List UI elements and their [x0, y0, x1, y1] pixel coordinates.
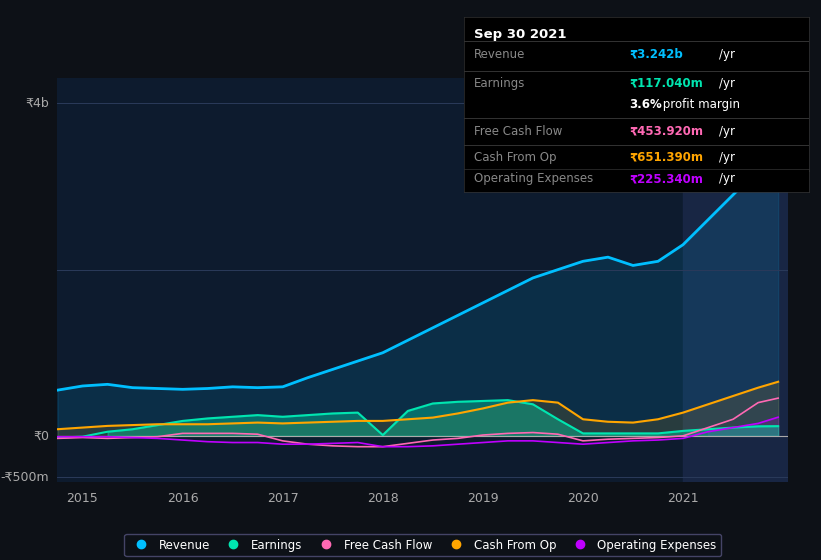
- Text: /yr: /yr: [719, 172, 735, 185]
- Text: ₹0: ₹0: [33, 430, 49, 442]
- Text: Operating Expenses: Operating Expenses: [475, 172, 594, 185]
- Text: /yr: /yr: [719, 48, 735, 60]
- Text: ₹651.390m: ₹651.390m: [630, 151, 704, 164]
- Text: ₹3.242b: ₹3.242b: [630, 48, 683, 60]
- Text: Sep 30 2021: Sep 30 2021: [475, 27, 566, 40]
- Text: ₹117.040m: ₹117.040m: [630, 77, 703, 90]
- Text: /yr: /yr: [719, 151, 735, 164]
- Text: Revenue: Revenue: [475, 48, 525, 60]
- Text: 3.6%: 3.6%: [630, 99, 662, 111]
- Legend: Revenue, Earnings, Free Cash Flow, Cash From Op, Operating Expenses: Revenue, Earnings, Free Cash Flow, Cash …: [124, 534, 722, 556]
- Text: ₹225.340m: ₹225.340m: [630, 172, 704, 185]
- Text: ₹4b: ₹4b: [25, 97, 49, 110]
- Text: /yr: /yr: [719, 77, 735, 90]
- Text: -₹500m: -₹500m: [1, 471, 49, 484]
- Text: Cash From Op: Cash From Op: [475, 151, 557, 164]
- Text: ₹453.920m: ₹453.920m: [630, 125, 704, 138]
- Bar: [683, 78, 788, 482]
- Text: Earnings: Earnings: [475, 77, 525, 90]
- Text: Free Cash Flow: Free Cash Flow: [475, 125, 562, 138]
- Text: /yr: /yr: [719, 125, 735, 138]
- Text: profit margin: profit margin: [658, 99, 740, 111]
